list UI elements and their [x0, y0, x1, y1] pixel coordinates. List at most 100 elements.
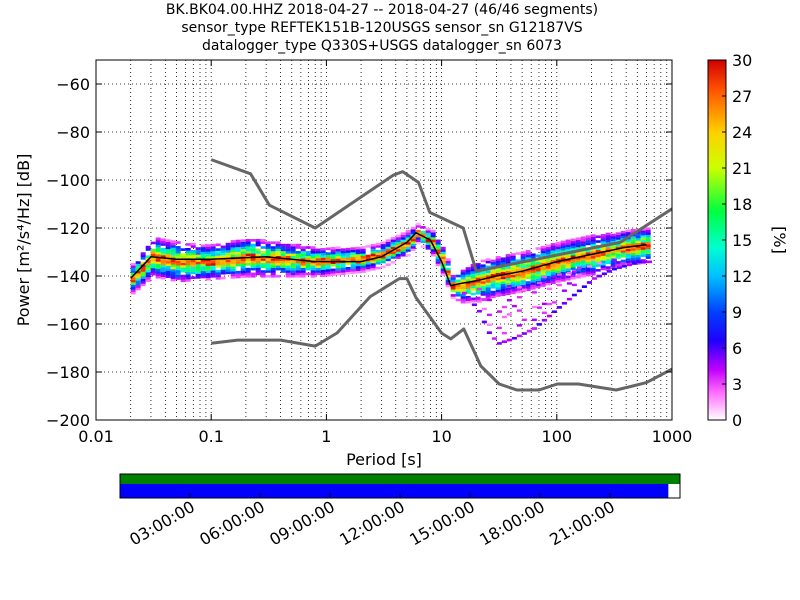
psd-density-cell: [270, 251, 276, 254]
psd-density-cell: [575, 237, 581, 241]
psd-density-cell: [480, 264, 486, 267]
psd-density-cell: [485, 272, 491, 276]
psd-density-cell: [505, 254, 511, 257]
psd-density-cell: [571, 293, 577, 297]
psd-density-cell: [496, 310, 502, 313]
psd-density-cell: [260, 263, 266, 266]
psd-density-cell: [265, 270, 271, 273]
psd-density-cell: [430, 234, 436, 238]
psd-density-cell: [635, 240, 641, 244]
psd-density-cell: [635, 250, 641, 253]
psd-density-cell: [590, 255, 596, 259]
psd-density-cell: [505, 275, 511, 279]
psd-density-cell: [275, 253, 281, 256]
psd-density-cell: [325, 261, 331, 265]
psd-density-cell: [501, 315, 507, 319]
psd-density-cell: [560, 259, 566, 263]
psd-density-cell: [500, 259, 506, 263]
psd-density-cell: [565, 261, 571, 264]
psd-density-cell: [600, 246, 606, 249]
x-tick-label: 10: [431, 427, 451, 446]
psd-density-cell: [315, 258, 321, 261]
psd-density-cell: [210, 263, 216, 266]
psd-density-cell: [320, 248, 326, 251]
psd-density-cell: [530, 279, 536, 283]
psd-density-cell: [480, 293, 486, 296]
psd-density-cell: [210, 243, 216, 247]
psd-density-cell: [585, 259, 591, 263]
psd-density-cell: [375, 259, 381, 263]
psd-density-cell: [230, 247, 236, 250]
psd-density-cell: [245, 263, 251, 266]
psd-density-cell: [310, 253, 316, 256]
psd-density-cell: [620, 259, 626, 263]
psd-density-cell: [615, 263, 621, 267]
psd-density-cell: [320, 257, 326, 261]
psd-density-cell: [615, 237, 621, 240]
psd-density-cell: [495, 256, 501, 259]
psd-density-cell: [335, 258, 341, 262]
psd-density-cell: [580, 270, 586, 273]
psd-density-cell: [245, 241, 251, 245]
psd-density-cell: [280, 263, 286, 266]
psd-density-cell: [155, 239, 161, 243]
psd-density-cell: [450, 294, 456, 297]
psd-density-cell: [565, 277, 571, 281]
psd-density-cell: [160, 260, 166, 263]
psd-density-cell: [170, 252, 176, 255]
psd-density-cell: [625, 258, 631, 261]
psd-density-cell: [375, 257, 381, 260]
psd-density-cell: [641, 260, 647, 264]
psd-density-cell: [496, 342, 502, 345]
psd-density-cell: [605, 256, 611, 260]
psd-density-cell: [355, 270, 361, 274]
psd-density-cell: [510, 269, 516, 273]
psd-density-cell: [330, 258, 336, 262]
psd-density-cell: [620, 235, 626, 239]
psd-density-cell: [400, 246, 406, 250]
psd-density-cell: [185, 279, 191, 282]
psd-density-cell: [575, 251, 581, 255]
psd-density-cell: [535, 283, 541, 286]
y-tick-label: −120: [46, 219, 90, 238]
psd-density-cell: [360, 258, 366, 261]
psd-density-cell: [235, 263, 241, 267]
psd-density-cell: [630, 238, 636, 242]
psd-density-cell: [175, 267, 181, 271]
colorbar-tick-label: 12: [732, 267, 752, 286]
psd-density-cell: [535, 264, 541, 267]
psd-density-cell: [610, 238, 616, 242]
noise-model-curves: [130, 158, 672, 392]
psd-density-cell: [495, 270, 501, 274]
psd-density-cell: [620, 242, 626, 246]
psd-density-cell: [455, 274, 461, 278]
psd-density-cell: [565, 268, 571, 271]
psd-density-cell: [555, 263, 561, 266]
psd-density-cell: [255, 272, 261, 276]
psd-density-cell: [465, 295, 471, 299]
psd-density-cell: [625, 241, 631, 245]
psd-density-cell: [535, 285, 541, 289]
psd-density-cell: [205, 248, 211, 252]
psd-density-cell: [240, 241, 246, 245]
psd-density-cell: [410, 241, 416, 244]
psd-density-cell: [455, 298, 461, 302]
psd-density-cell: [330, 268, 336, 272]
psd-density-cell: [320, 255, 326, 258]
psd-density-cell: [500, 293, 506, 297]
psd-density-cell: [180, 260, 186, 263]
psd-density-cell: [180, 253, 186, 256]
psd-density-cell: [581, 285, 587, 288]
psd-density-cell: [551, 275, 557, 279]
psd-density-cell: [325, 264, 331, 267]
psd-density-cell: [370, 255, 376, 259]
psd-density-cell: [225, 259, 231, 263]
colorbar-tick-label: 30: [732, 51, 752, 70]
psd-density-cell: [200, 266, 206, 269]
psd-density-cell: [175, 270, 181, 273]
psd-density-cell: [325, 271, 331, 275]
psd-density-cell: [586, 265, 592, 268]
psd-density-cell: [275, 267, 281, 271]
psd-density-cell: [596, 261, 602, 265]
psd-density-cell: [275, 241, 281, 244]
